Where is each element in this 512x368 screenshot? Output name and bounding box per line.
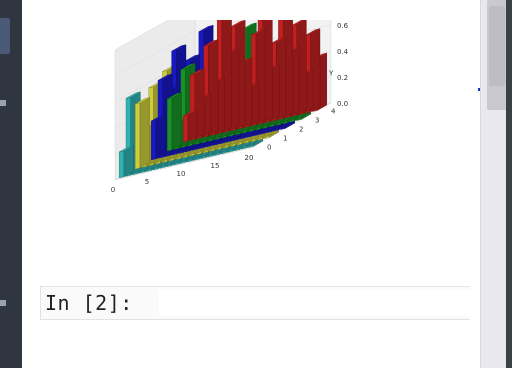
bar-front-face <box>183 114 189 143</box>
window-edge <box>506 0 512 368</box>
bar-top-face <box>185 54 200 62</box>
bar-top-face <box>251 28 266 36</box>
scrollbar-thumb[interactable] <box>487 0 507 110</box>
x-tick-label: 0 <box>111 186 115 194</box>
bar <box>119 145 134 179</box>
y-tick-label: 0 <box>267 144 271 152</box>
z-tick-label: 0.6 <box>337 22 349 30</box>
bar-top-face <box>291 20 305 26</box>
x-tick-label: 15 <box>211 162 220 170</box>
x-tick-label: 5 <box>145 178 149 186</box>
bar-top-face <box>125 91 141 99</box>
bar-top-face <box>151 114 166 122</box>
left-marker <box>0 100 6 106</box>
bar-front-face <box>167 97 173 152</box>
bar-top-face <box>183 109 198 117</box>
bar-side-face <box>155 114 166 160</box>
y-tick-label: 4 <box>331 108 336 116</box>
bar-top-face <box>171 44 187 52</box>
bar-front-face <box>119 150 125 179</box>
bar-side-face <box>139 97 150 169</box>
bar-top-face <box>189 68 205 76</box>
bar-top-face <box>230 20 246 27</box>
bar-top-face <box>198 25 214 32</box>
bar-top-face <box>180 63 196 70</box>
z-tick-label: 0.2 <box>337 74 348 82</box>
chart-bars <box>119 20 327 179</box>
bar-top-face <box>305 28 321 36</box>
code-editor[interactable] <box>159 290 489 316</box>
code-cell[interactable]: In [2]: <box>40 286 492 320</box>
gridline <box>114 30 196 77</box>
bar-top-face <box>157 73 173 81</box>
bar-front-face <box>151 119 157 161</box>
z-tick-label: 0.0 <box>337 100 348 108</box>
bar <box>135 97 150 170</box>
bar-top-face <box>271 36 287 44</box>
y-tick-label: 1 <box>283 135 287 143</box>
bar-top-face <box>119 145 134 153</box>
bar-top-face <box>135 97 150 105</box>
bar-top-face <box>167 92 182 100</box>
left-marker <box>0 300 6 306</box>
y-tick-label: 3 <box>315 117 319 125</box>
x-tick-label: 10 <box>177 170 186 178</box>
left-tab-edge[interactable] <box>0 18 10 54</box>
gridline <box>114 20 169 51</box>
y-tick-label: 2 <box>299 126 303 134</box>
bar-front-face <box>135 102 141 170</box>
bar <box>167 92 182 152</box>
bar-top-face <box>203 39 219 47</box>
scrollbar-thumb-grip <box>489 6 505 86</box>
y-axis-label: Y <box>328 70 334 78</box>
z-tick-label: 0.4 <box>337 48 349 56</box>
bar <box>151 114 166 161</box>
right-gutter <box>470 0 480 368</box>
bar <box>183 109 198 143</box>
left-panel-edge <box>0 0 22 368</box>
x-tick-label: 20 <box>245 154 254 162</box>
bar-side-face <box>171 92 182 151</box>
input-prompt: In [2]: <box>45 291 133 315</box>
